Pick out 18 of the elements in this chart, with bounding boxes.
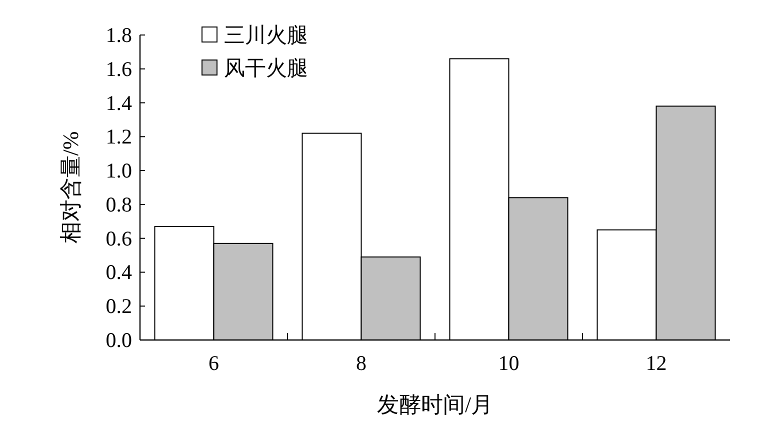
- y-tick-label: 1.0: [106, 158, 132, 183]
- x-tick-label: 12: [646, 351, 667, 375]
- y-axis-title: 相对含量/%: [58, 131, 83, 244]
- y-tick-label: 0.4: [106, 260, 132, 284]
- y-tick-label: 0.8: [106, 192, 132, 216]
- x-tick-label: 8: [356, 351, 366, 375]
- legend-label: 风干火腿: [224, 56, 308, 80]
- y-tick-label: 1.4: [106, 90, 132, 115]
- x-tick-label: 6: [208, 351, 219, 375]
- y-tick-label: 0.0: [106, 328, 132, 352]
- x-axis-title: 发酵时间/月: [376, 392, 494, 417]
- x-tick-label: 10: [498, 351, 520, 375]
- y-tick-label: 0.6: [106, 226, 132, 250]
- y-tick-label: 1.8: [106, 23, 132, 47]
- legend-label: 三川火腿: [224, 23, 308, 47]
- y-tick-label: 1.2: [106, 124, 132, 149]
- y-tick-label: 0.2: [106, 294, 132, 318]
- y-tick-label: 1.6: [106, 56, 132, 81]
